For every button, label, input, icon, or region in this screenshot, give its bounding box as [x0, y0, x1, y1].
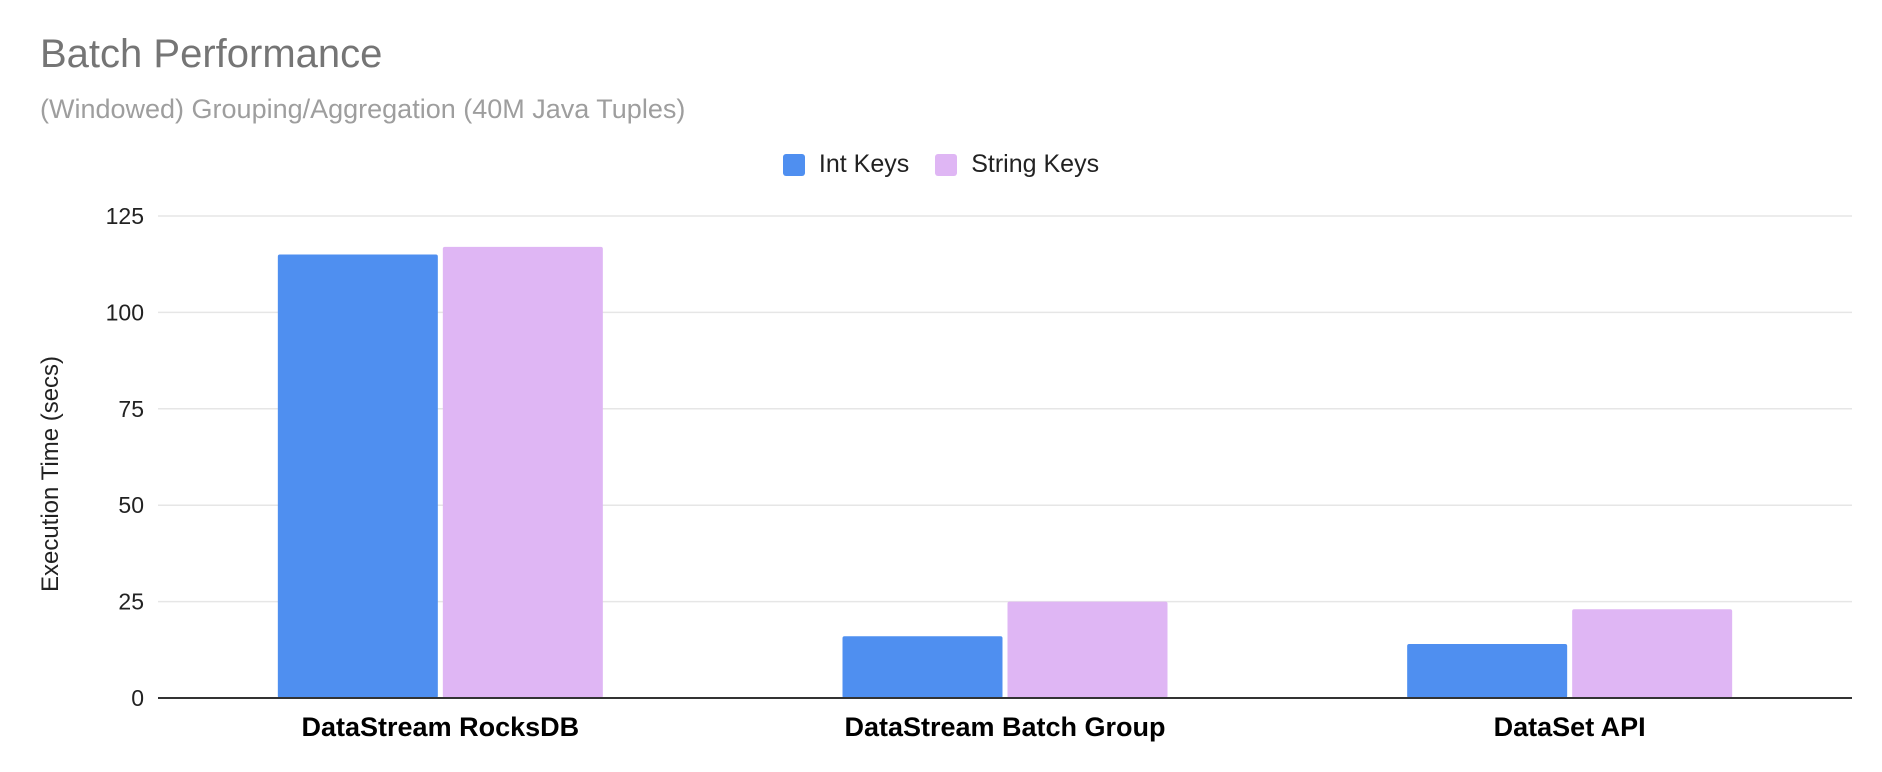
chart-subtitle: (Windowed) Grouping/Aggregation (40M Jav…	[40, 94, 686, 124]
bar-int-keys-1	[277, 254, 438, 698]
legend: Int Keys String Keys	[0, 150, 1882, 179]
y-axis-title: Execution Time (secs)	[37, 356, 64, 592]
y-tick-label-100: 100	[106, 299, 144, 325]
y-tick-label-0: 0	[131, 685, 144, 711]
legend-item-int-keys[interactable]: Int Keys	[782, 150, 910, 179]
y-tick-label-25: 25	[118, 589, 144, 615]
legend-swatch-int-keys	[782, 153, 805, 176]
bar-string-keys-2	[1007, 601, 1168, 698]
legend-label-string-keys: String Keys	[971, 150, 1100, 178]
x-category-label-2: DataStream Batch Group	[844, 712, 1165, 742]
bar-int-keys-2	[842, 636, 1003, 698]
legend-item-string-keys[interactable]: String Keys	[935, 150, 1099, 179]
chart-title: Batch Performance	[40, 32, 383, 76]
bar-int-keys-3	[1407, 644, 1568, 698]
y-tick-label-50: 50	[118, 492, 144, 518]
bar-string-keys-3	[1572, 609, 1733, 698]
bar-string-keys-1	[442, 246, 603, 698]
legend-label-int-keys: Int Keys	[818, 150, 910, 178]
x-category-label-3: DataSet API	[1494, 712, 1646, 742]
y-tick-label-125: 125	[106, 203, 144, 229]
x-category-label-1: DataStream RocksDB	[302, 712, 580, 742]
legend-swatch-string-keys	[935, 153, 958, 176]
y-tick-label-75: 75	[118, 396, 144, 422]
